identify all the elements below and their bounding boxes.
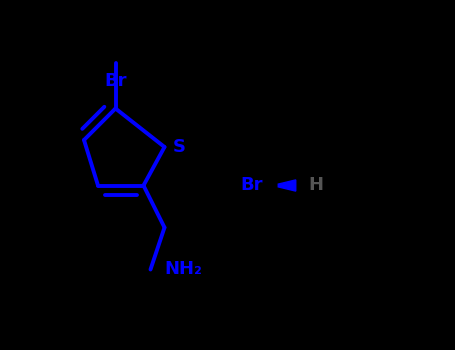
Text: Br: Br: [104, 72, 127, 90]
Text: S: S: [173, 138, 186, 156]
Text: NH₂: NH₂: [165, 260, 202, 279]
Text: H: H: [308, 176, 323, 195]
Polygon shape: [278, 180, 296, 191]
Text: Br: Br: [240, 176, 263, 195]
